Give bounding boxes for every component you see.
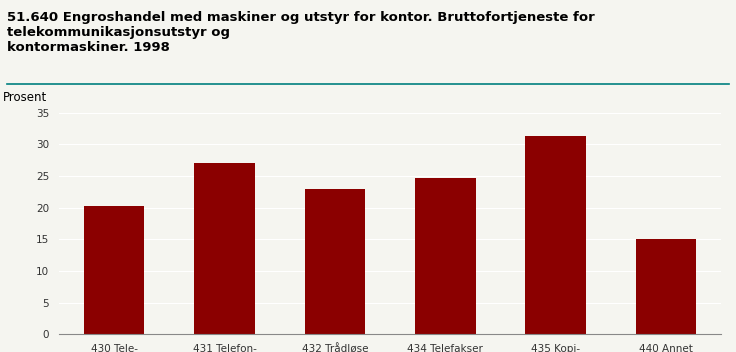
Text: 51.640 Engroshandel med maskiner og utstyr for kontor. Bruttofortjeneste for tel: 51.640 Engroshandel med maskiner og utst… xyxy=(7,11,595,54)
Bar xyxy=(194,163,255,334)
Text: Prosent: Prosent xyxy=(3,91,47,104)
Bar xyxy=(305,189,365,334)
Bar xyxy=(84,206,144,334)
Bar xyxy=(526,136,586,334)
Bar xyxy=(415,178,475,334)
Bar xyxy=(636,239,696,334)
